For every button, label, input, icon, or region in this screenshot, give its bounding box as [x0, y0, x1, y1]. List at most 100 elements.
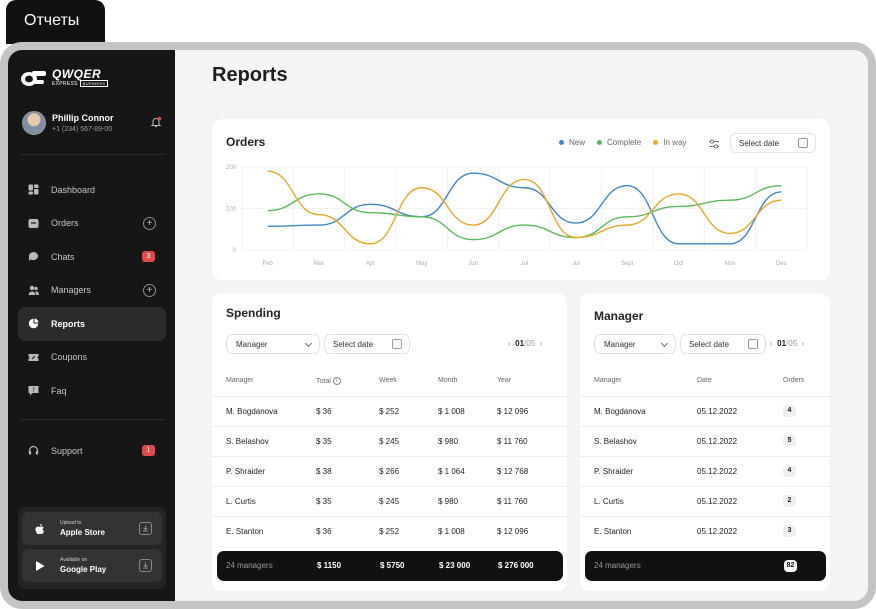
table-row[interactable]: S. Belashov 05.12.2022 5: [580, 425, 830, 456]
table-header-row: Manager Date Orders: [580, 366, 830, 396]
count-badge: 3: [142, 251, 155, 262]
orders-title: Orders: [226, 135, 266, 149]
sidebar-divider: [20, 419, 165, 420]
table-cell: $ 36: [316, 395, 379, 426]
calendar-icon: [748, 339, 758, 349]
table-row[interactable]: S. Belashov $ 35 $ 245 $ 980 $ 11 760: [212, 425, 567, 456]
sidebar-item-support[interactable]: Support 1: [18, 434, 166, 468]
table-cell: $ 12 768: [497, 455, 567, 486]
table-row[interactable]: L. Curtis 05.12.2022 2: [580, 485, 830, 516]
chevron-right-icon[interactable]: ›: [539, 339, 543, 348]
orders-line-chart: 200 100 0 Feb Mar Apr May Jun Jul Jul Sept Oct Nov De…: [226, 165, 808, 267]
total-year: $ 276 000: [498, 561, 534, 570]
total-week: $ 5750: [380, 561, 405, 570]
table-cell: 4: [783, 455, 830, 486]
bell-icon[interactable]: [150, 116, 162, 128]
table-cell: 05.12.2022: [697, 425, 783, 456]
column-header[interactable]: Date: [697, 377, 712, 385]
table-cell: 2: [783, 485, 830, 516]
avatar[interactable]: [22, 111, 46, 135]
chevron-left-icon[interactable]: ‹: [770, 339, 773, 348]
table-row[interactable]: M. Bogdanova $ 36 $ 252 $ 1 008 $ 12 096: [212, 395, 567, 426]
table-cell: $ 980: [438, 425, 497, 456]
series-line-in-way: [267, 170, 782, 245]
manager-manager-select[interactable]: Manager: [594, 334, 676, 354]
sidebar-item-faq[interactable]: ? Faq: [18, 374, 166, 408]
app-screen: QWQER EXPRESS BUSINESS Phillip Connor +1 …: [8, 50, 868, 601]
table-cell: $ 266: [379, 455, 438, 486]
table-cell: $ 36: [316, 515, 379, 546]
column-header[interactable]: Manager: [226, 377, 254, 385]
sidebar-item-reports[interactable]: Reports: [18, 307, 166, 341]
table-row[interactable]: E. Stanton $ 36 $ 252 $ 1 008 $ 12 096: [212, 515, 567, 546]
table-row[interactable]: L. Curtis $ 35 $ 245 $ 980 $ 11 760: [212, 485, 567, 516]
x-tick-label: Apr: [366, 261, 375, 267]
download-icon[interactable]: [139, 559, 152, 572]
column-header[interactable]: Year: [497, 377, 512, 385]
orders-date-picker[interactable]: Select date: [730, 133, 816, 153]
table-cell: L. Curtis: [580, 485, 697, 516]
table-cell: $ 35: [316, 425, 379, 456]
app-store-links: Upload to Apple Store Available on Googl…: [18, 507, 166, 589]
filter-icon[interactable]: [708, 138, 720, 150]
spending-manager-select[interactable]: Manager: [226, 334, 320, 354]
column-header[interactable]: Manager: [594, 377, 622, 385]
sidebar-item-managers[interactable]: Managers +: [18, 274, 166, 308]
table-row[interactable]: E. Stanton 05.12.2022 3: [580, 515, 830, 546]
user-profile[interactable]: Phillip Connor +1 (234) 567-89-00: [22, 111, 162, 135]
sidebar-item-dashboard[interactable]: Dashboard: [18, 173, 166, 207]
chevron-right-icon[interactable]: ›: [801, 339, 805, 348]
manager-date-picker[interactable]: Select date: [680, 334, 766, 354]
total-month: $ 23 000: [439, 561, 471, 570]
manager-pagination: ‹ 01/05 ›: [770, 339, 804, 348]
x-tick-label: Oct: [674, 261, 684, 267]
user-phone: +1 (234) 567-89-00: [52, 126, 113, 133]
table-cell: $ 252: [379, 515, 438, 546]
plus-icon[interactable]: +: [143, 283, 156, 297]
brand-logo[interactable]: QWQER EXPRESS BUSINESS: [20, 67, 109, 89]
sidebar-item-chats[interactable]: Chats 3: [18, 240, 166, 274]
google-play-button[interactable]: Available on Google Play: [22, 549, 162, 582]
table-cell: $ 1 008: [438, 515, 497, 546]
table-header-row: Manager Total i Week Month Year: [212, 366, 567, 396]
column-header[interactable]: Orders: [783, 377, 805, 385]
manager-title: Manager: [594, 309, 644, 323]
table-cell: M. Bogdanova: [212, 395, 316, 426]
column-header[interactable]: Month: [438, 377, 458, 385]
user-name: Phillip Connor: [52, 113, 114, 123]
plus-icon[interactable]: +: [143, 216, 156, 230]
chevron-left-icon[interactable]: ‹: [508, 339, 511, 348]
sidebar-nav: Dashboard Orders + Chats 3 Managers + Reports Co…: [18, 173, 166, 408]
sidebar-item-label: Managers: [51, 285, 92, 296]
x-tick-label: Feb: [263, 261, 274, 267]
table-cell: S. Belashov: [212, 425, 316, 456]
info-icon[interactable]: i: [332, 376, 341, 385]
sidebar-item-label: Reports: [51, 318, 86, 329]
x-tick-label: Sept: [621, 261, 634, 267]
sidebar-item-coupons[interactable]: Coupons: [18, 341, 166, 375]
sidebar-item-label: Chats: [51, 251, 75, 262]
table-row[interactable]: P. Shraider $ 38 $ 266 $ 1 064 $ 12 768: [212, 455, 567, 486]
reports-icon: [28, 318, 39, 329]
legend-item-new[interactable]: New: [559, 138, 585, 147]
store-caption: Upload to: [60, 520, 82, 526]
x-tick-label: Jul: [572, 261, 580, 267]
table-row[interactable]: P. Shraider 05.12.2022 4: [580, 455, 830, 486]
page-title: Reports: [212, 64, 288, 86]
orders-icon: [28, 218, 39, 228]
apple-store-button[interactable]: Upload to Apple Store: [22, 512, 162, 545]
legend-item-in-way[interactable]: In way: [653, 138, 686, 147]
store-caption: Available on: [60, 557, 88, 563]
legend-item-complete[interactable]: Complete: [597, 138, 641, 147]
spending-date-picker[interactable]: Select date: [324, 334, 410, 354]
column-header[interactable]: Total i: [316, 366, 379, 396]
table-cell: $ 252: [379, 395, 438, 426]
sidebar-divider: [20, 154, 165, 155]
column-header[interactable]: Week: [379, 377, 397, 385]
sidebar-item-orders[interactable]: Orders +: [18, 207, 166, 241]
table-row[interactable]: M. Bogdanova 05.12.2022 4: [580, 395, 830, 426]
download-icon[interactable]: [139, 522, 152, 535]
table-cell: $ 1 008: [438, 395, 497, 426]
x-tick-label: Mar: [314, 261, 324, 267]
manager-table: Manager Date Orders M. Bogdanova 05.12.2022 4…: [580, 366, 830, 546]
